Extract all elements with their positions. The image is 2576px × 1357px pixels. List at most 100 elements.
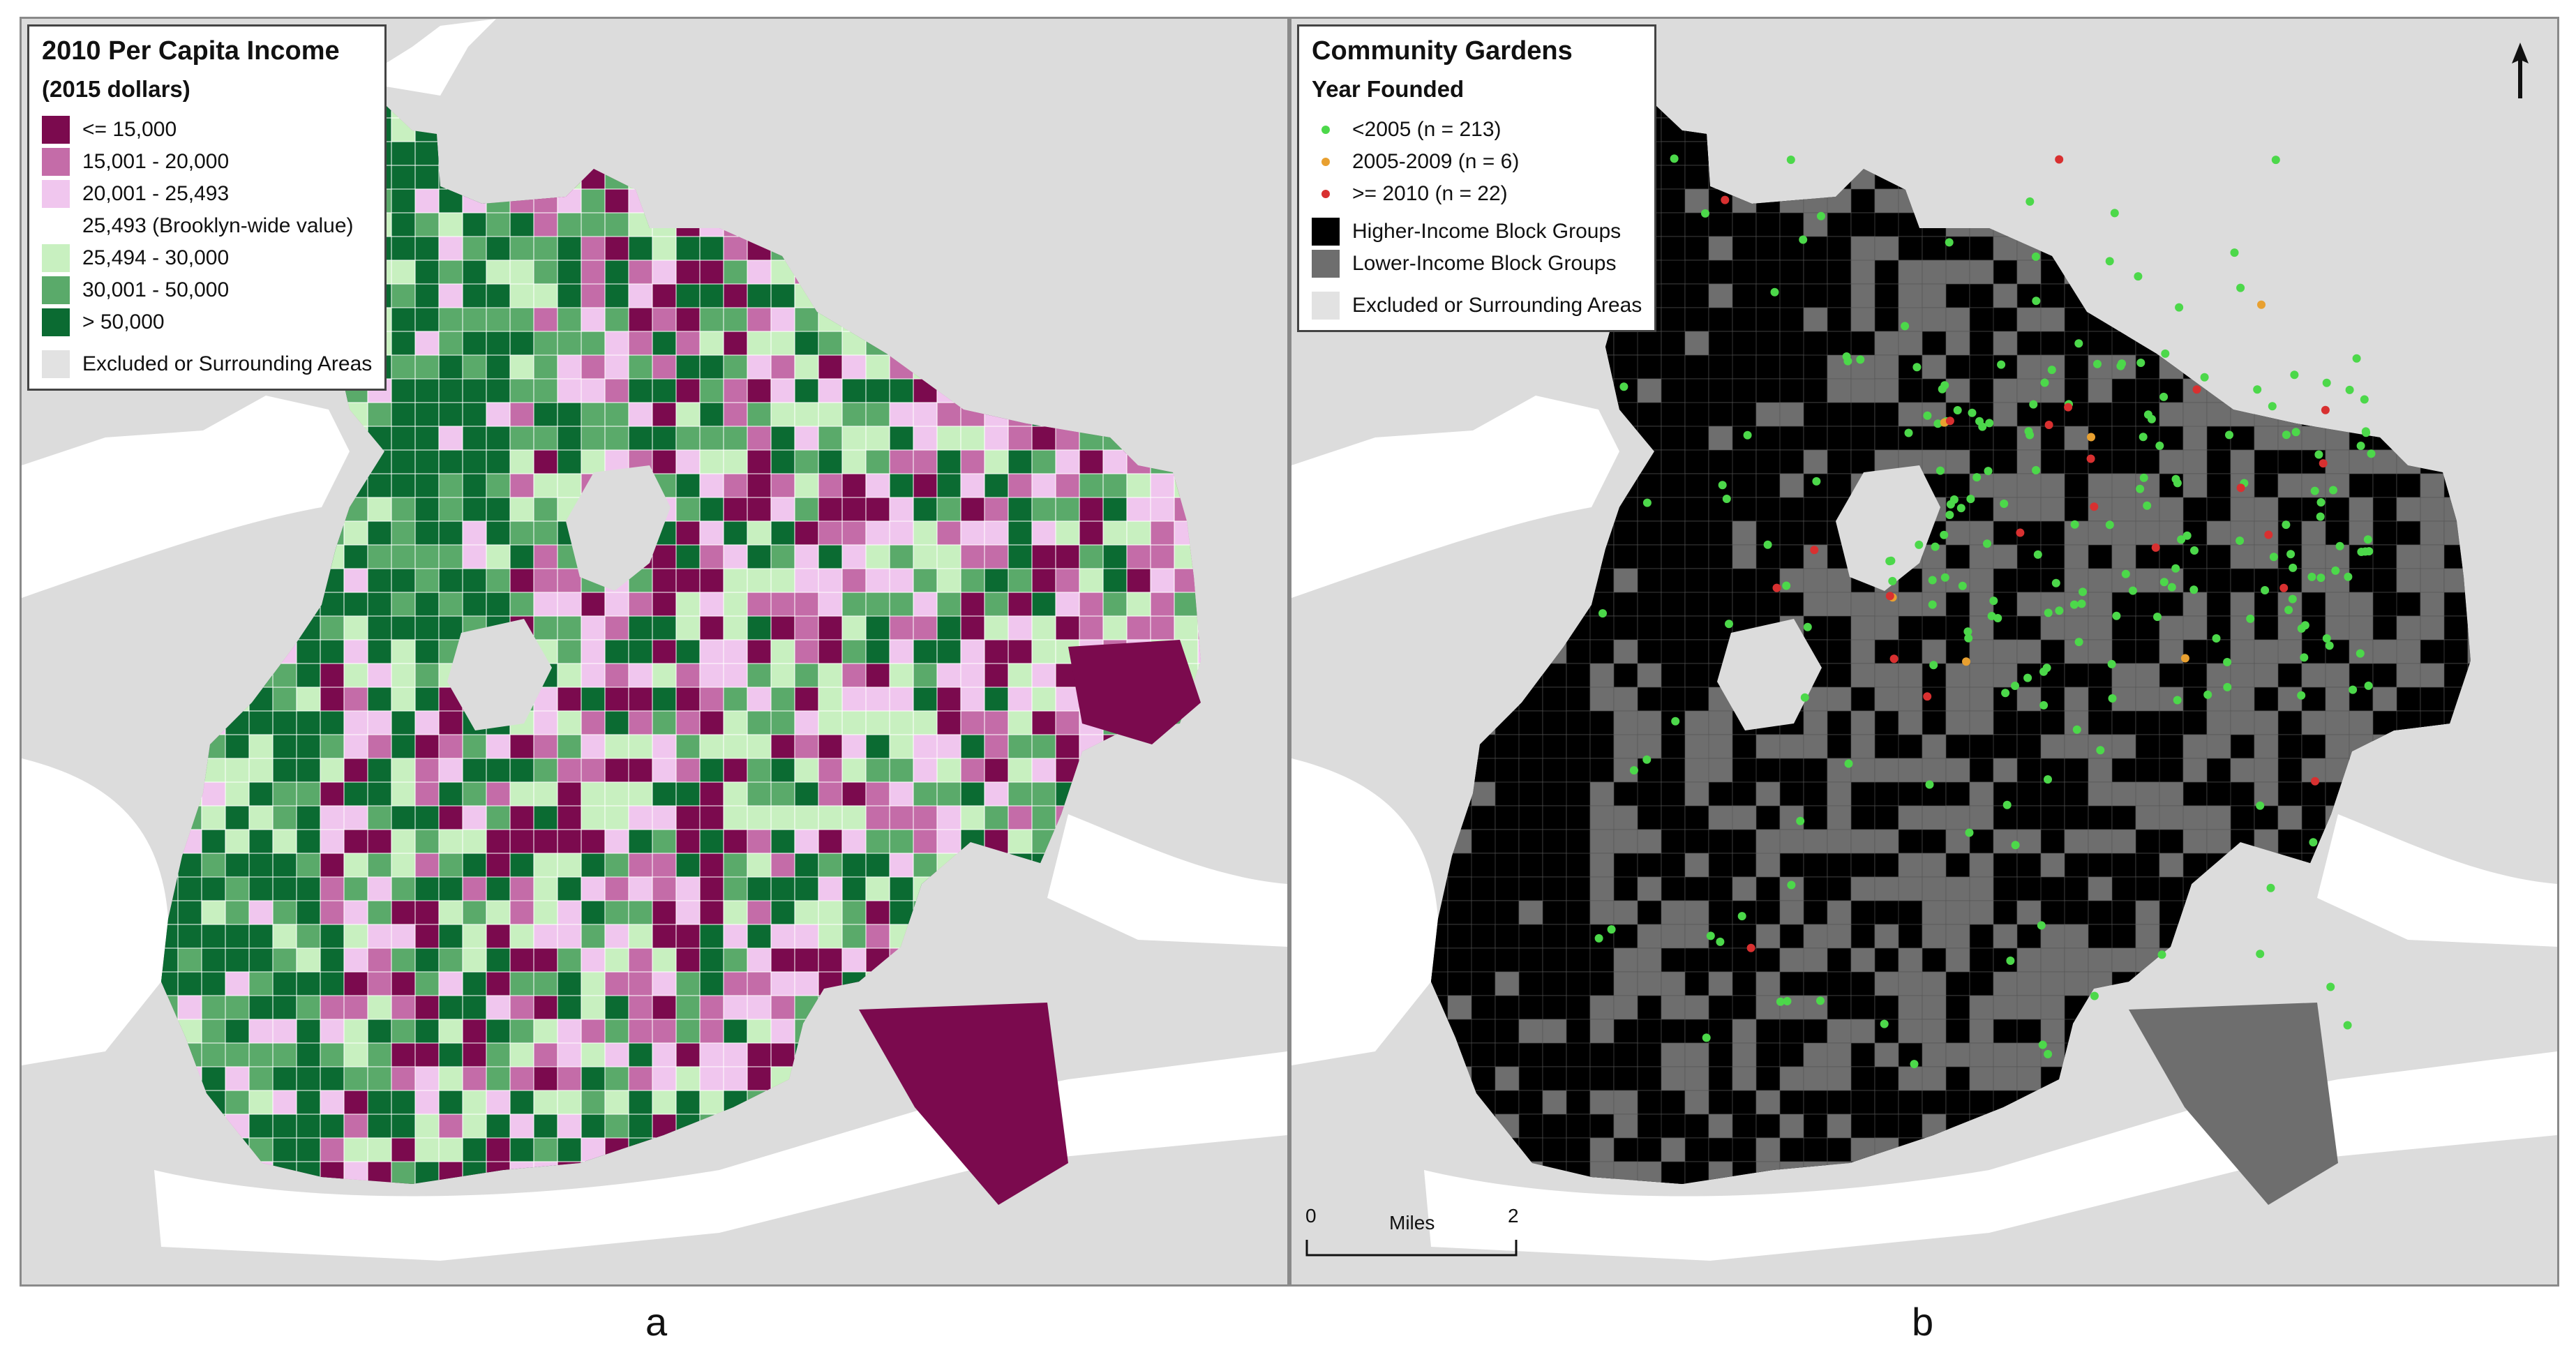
income-group-cell [2135, 876, 2160, 901]
block-group-cell [201, 1019, 226, 1044]
garden-point [1889, 654, 1899, 663]
garden-point [1949, 495, 1959, 504]
income-group-cell [2396, 615, 2421, 640]
income-group-cell [1637, 734, 1662, 759]
block-group-cell [960, 734, 985, 759]
block-group-cell [581, 876, 606, 901]
block-group-cell [913, 710, 938, 735]
income-group-cell [1684, 188, 1709, 213]
income-group-cell [1850, 924, 1875, 949]
garden-point [1786, 156, 1795, 164]
block-group-cell [1150, 592, 1175, 617]
block-group-cell [486, 781, 511, 807]
income-group-cell [1850, 1090, 1875, 1115]
income-group-cell [2159, 592, 2184, 617]
income-group-cell [2182, 853, 2208, 878]
block-group-cell [343, 971, 368, 996]
block-group-cell [984, 734, 1009, 759]
garden-point [2223, 682, 2232, 691]
block-group-cell [391, 1042, 416, 1067]
block-group-cell [367, 710, 392, 735]
block-group-cell [865, 781, 890, 807]
income-group-cell [1732, 781, 1757, 807]
garden-point [2345, 385, 2354, 394]
block-group-cell [794, 734, 819, 759]
income-group-cell [1637, 378, 1662, 403]
income-group-cell [1945, 1066, 1970, 1091]
block-group-cell [367, 473, 392, 498]
block-group-cell [296, 947, 321, 973]
block-group-cell [960, 758, 985, 783]
garden-point [1923, 411, 1932, 420]
block-group-cell [675, 924, 701, 949]
income-group-cell [1684, 1137, 1709, 1162]
block-group-cell [699, 426, 724, 451]
block-group-cell [889, 592, 914, 617]
garden-point [2159, 392, 2169, 401]
block-group-cell [509, 781, 534, 807]
income-group-cell [2325, 734, 2350, 759]
garden-point [1953, 406, 1962, 414]
block-group-cell [438, 615, 463, 640]
income-group-cell [1850, 853, 1875, 878]
block-group-cell [414, 331, 440, 356]
income-group-cell [1542, 829, 1567, 854]
block-group-cell [1079, 592, 1104, 617]
income-group-cell [1637, 473, 1662, 498]
garden-point [1929, 661, 1938, 670]
block-group-cell [699, 781, 724, 807]
income-group-cell [2135, 781, 2160, 807]
block-group-cell [391, 354, 416, 380]
block-group-cell [414, 1042, 440, 1067]
block-group-cell [1150, 568, 1175, 593]
block-group-cell [248, 758, 274, 783]
garden-point [2175, 303, 2184, 312]
income-group-cell [2372, 544, 2397, 569]
scale-bar-line [1305, 1240, 1518, 1257]
income-group-cell [1755, 354, 1781, 380]
income-group-cell [1850, 663, 1875, 688]
income-group-cell [1684, 449, 1709, 474]
block-group-cell [533, 1137, 558, 1162]
income-group-cell [2230, 734, 2255, 759]
block-group-cell [533, 758, 558, 783]
income-group-cell [1732, 829, 1757, 854]
block-group-cell [438, 592, 463, 617]
income-class-4: 25,493 (Brooklyn-wide value) [42, 210, 372, 242]
income-group-cell [1755, 1019, 1781, 1044]
garden-point [1904, 428, 1913, 437]
income-group-cell [1661, 354, 1686, 380]
income-group-cell [1898, 876, 1923, 901]
block-group-cell [1055, 449, 1080, 474]
block-group-cell [699, 853, 724, 878]
income-group-cell [2372, 520, 2397, 546]
income-group-cell [1613, 1019, 1638, 1044]
block-group-cell [675, 354, 701, 380]
block-group-cell [581, 853, 606, 878]
garden-point [2352, 354, 2361, 363]
block-group-cell [1008, 473, 1033, 498]
block-group-cell [462, 592, 487, 617]
income-group-cell [2443, 615, 2469, 640]
income-class-6: 30,001 - 50,000 [42, 274, 372, 306]
income-group-cell [1827, 260, 1852, 285]
income-group-cell [1827, 853, 1852, 878]
income-group-cell [1779, 378, 1804, 403]
garden-point [1940, 530, 1949, 539]
income-group-cell [1803, 1090, 1828, 1115]
garden-point [1993, 614, 2002, 622]
garden-point [2173, 696, 2182, 705]
block-group-cell [841, 924, 867, 949]
income-group-cell [2088, 592, 2113, 617]
block-group-cell [984, 805, 1009, 830]
block-group-cell [1126, 520, 1151, 546]
block-group-cell [486, 734, 511, 759]
block-group-cell [889, 710, 914, 735]
block-group-cell [770, 663, 795, 688]
income-group-cell [1661, 1019, 1686, 1044]
income-group-cell [2277, 473, 2302, 498]
income-group-cell [1945, 995, 1970, 1020]
income-group-cell [1969, 1042, 1994, 1067]
block-group-cell [367, 734, 392, 759]
block-group-cell [723, 615, 748, 640]
